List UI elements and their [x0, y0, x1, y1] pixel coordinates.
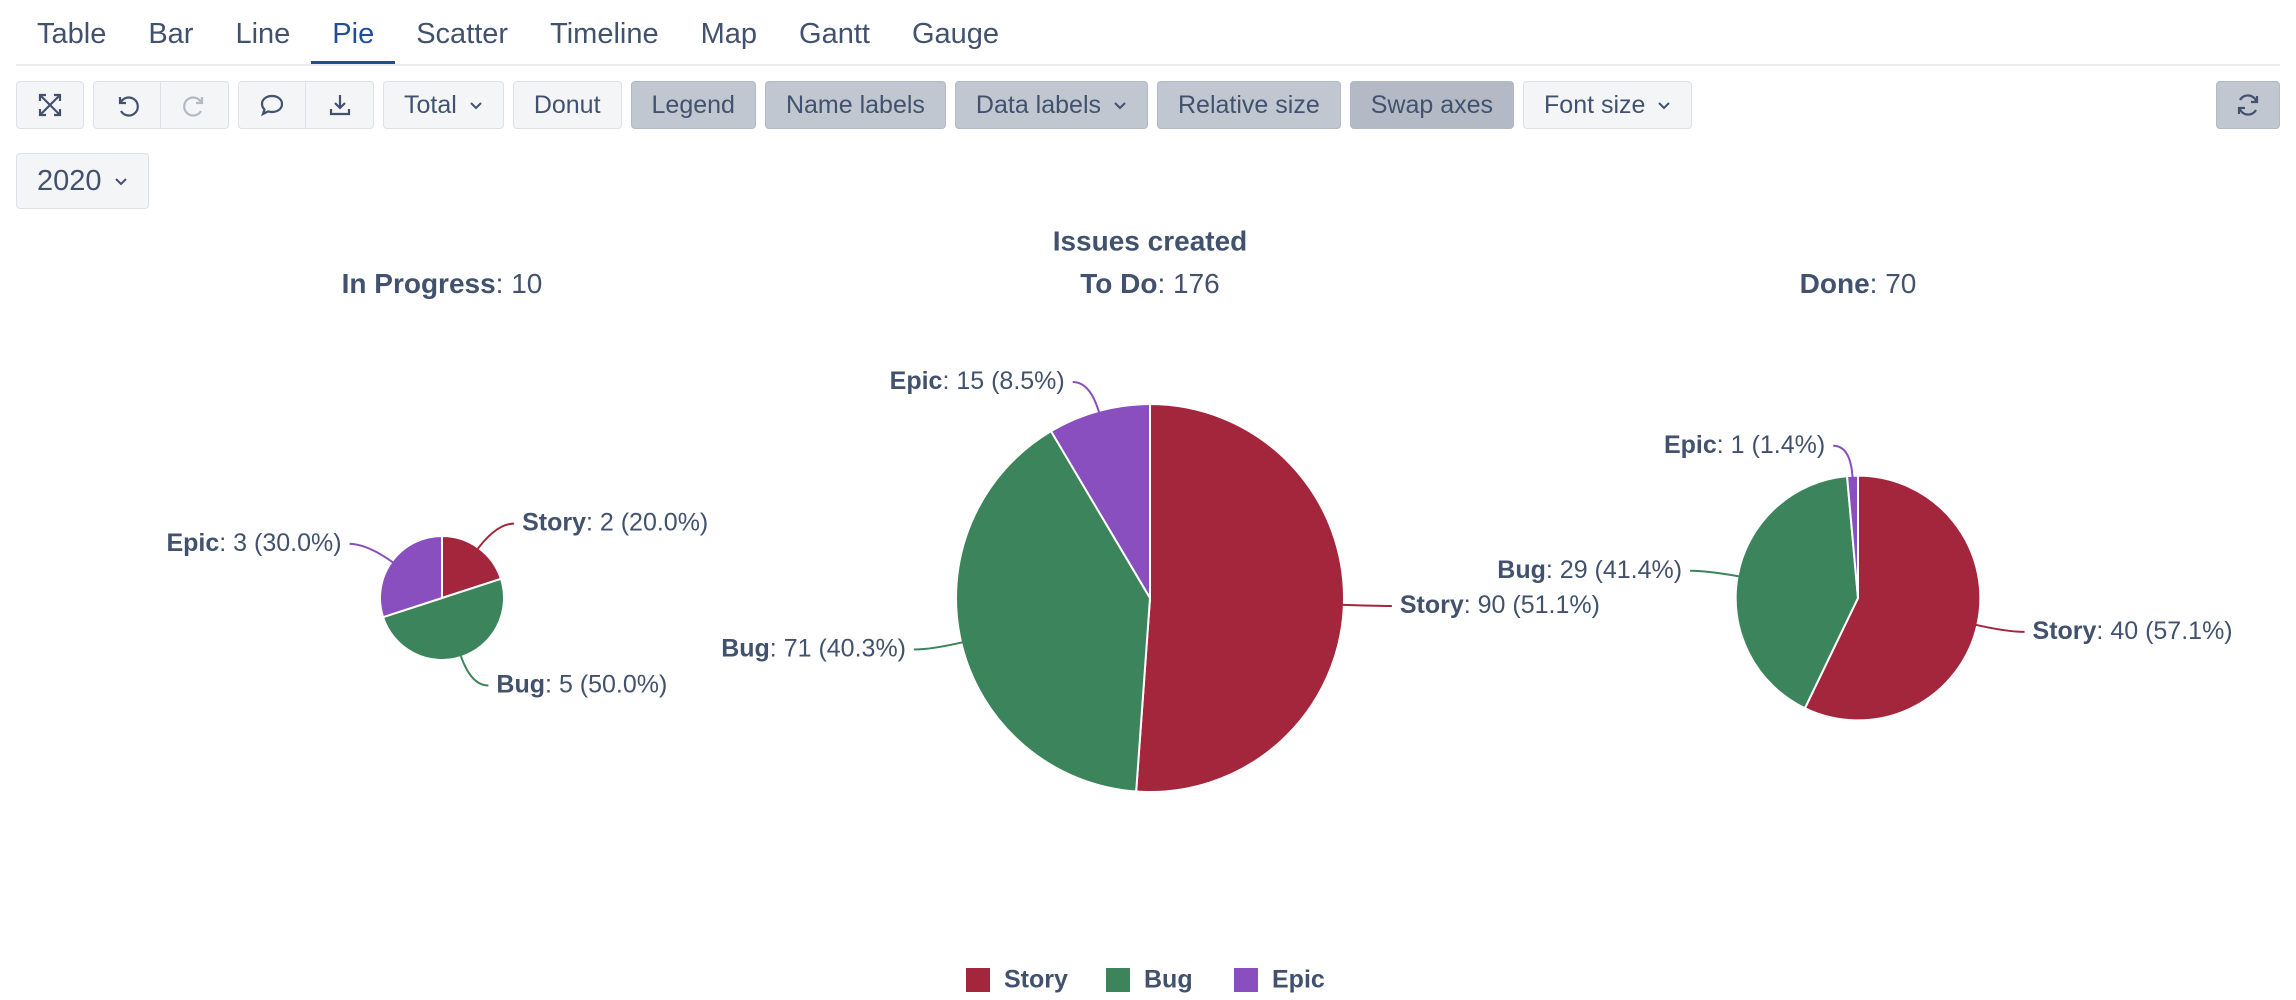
- pie-total: 10: [511, 268, 542, 299]
- share-group: [238, 81, 374, 129]
- tab-bar: Table Bar Line Pie Scatter Timeline Map …: [16, 0, 2280, 66]
- separator: :: [1157, 268, 1173, 299]
- legend-button[interactable]: Legend: [630, 81, 756, 129]
- data-label: Epic: 15 (8.5%): [890, 367, 1065, 395]
- tab[interactable]: Scatter: [416, 18, 509, 50]
- pie-title: In Progress: 10: [342, 268, 543, 299]
- separator: :: [219, 529, 233, 557]
- separator: :: [1546, 555, 1560, 583]
- pie-slice: [1135, 402, 1345, 793]
- legend-label: Bug: [1144, 966, 1193, 994]
- data-label: Bug: 71 (40.3%): [721, 634, 906, 662]
- legend-label: Story: [1004, 966, 1068, 994]
- button-label: Data labels: [975, 90, 1101, 119]
- pie-total: 70: [1885, 268, 1916, 299]
- name-labels-button[interactable]: Name labels: [764, 81, 946, 129]
- tab[interactable]: Bar: [148, 18, 194, 50]
- tab[interactable]: Gauge: [911, 18, 1000, 50]
- separator: :: [1870, 268, 1886, 299]
- total-dropdown[interactable]: Total: [383, 81, 504, 129]
- leader-line: [349, 542, 396, 565]
- button-label: 2020: [37, 164, 102, 197]
- swap-axes-button[interactable]: Swap axes: [1349, 81, 1515, 129]
- history-group: [93, 81, 229, 129]
- undo-button[interactable]: [93, 81, 161, 129]
- label-category: Story: [1400, 591, 1464, 619]
- separator: :: [586, 508, 600, 536]
- data-label: Story: 90 (51.1%): [1400, 591, 1600, 619]
- toolbar: Total Donut Legend Name labels Data labe…: [16, 81, 1693, 129]
- data-label: Story: 2 (20.0%): [522, 508, 708, 536]
- separator: :: [2096, 617, 2110, 645]
- label-category: Bug: [496, 670, 545, 698]
- label-category: Bug: [1497, 555, 1546, 583]
- pie-name: To Do: [1080, 268, 1157, 299]
- chart-title: Issues created: [1053, 225, 1248, 256]
- export-button[interactable]: [306, 81, 374, 129]
- label-value: 2 (20.0%): [600, 508, 708, 536]
- label-value: 5 (50.0%): [559, 670, 667, 698]
- button-label: Total: [404, 90, 457, 119]
- font-size-dropdown[interactable]: Font size: [1523, 81, 1693, 129]
- leader-line: [458, 652, 489, 687]
- tab[interactable]: Gantt: [799, 18, 870, 50]
- leader-line: [1973, 623, 2025, 633]
- relative-size-button[interactable]: Relative size: [1157, 81, 1341, 129]
- pie-title: Done: 70: [1800, 268, 1917, 299]
- refresh-button[interactable]: [2216, 81, 2280, 129]
- label-category: Story: [522, 508, 586, 536]
- label-category: Epic: [890, 367, 943, 395]
- data-labels-dropdown[interactable]: Data labels: [954, 81, 1148, 129]
- leader-line: [1833, 444, 1854, 480]
- leader-line: [1072, 380, 1101, 416]
- comment-button[interactable]: [238, 81, 306, 129]
- separator: :: [496, 268, 512, 299]
- redo-button[interactable]: [161, 81, 229, 129]
- label-category: Epic: [166, 529, 219, 557]
- separator: :: [545, 670, 559, 698]
- tab[interactable]: Table: [37, 18, 107, 50]
- tab[interactable]: Line: [235, 18, 291, 50]
- legend-swatch: [966, 968, 990, 992]
- separator: :: [1717, 430, 1731, 458]
- label-value: 3 (30.0%): [233, 529, 341, 557]
- label-value: 90 (51.1%): [1478, 591, 1600, 619]
- data-label: Epic: 3 (30.0%): [166, 529, 341, 557]
- pie-name: Done: [1800, 268, 1870, 299]
- data-label: Story: 40 (57.1%): [2033, 617, 2233, 645]
- pie-name: In Progress: [342, 268, 496, 299]
- tab[interactable]: Map: [700, 18, 758, 50]
- year-dropdown[interactable]: 2020: [16, 153, 149, 209]
- data-label: Bug: 5 (50.0%): [496, 670, 667, 698]
- legend-swatch: [1234, 968, 1258, 992]
- leader-line: [1690, 569, 1742, 578]
- label-category: Story: [2033, 617, 2097, 645]
- button-label: Font size: [1544, 90, 1646, 119]
- legend-label: Epic: [1272, 966, 1325, 994]
- leader-line: [475, 522, 515, 552]
- tab[interactable]: Timeline: [550, 18, 659, 50]
- label-value: 29 (41.4%): [1560, 555, 1682, 583]
- data-label: Bug: 29 (41.4%): [1497, 555, 1682, 583]
- separator: :: [770, 634, 784, 662]
- separator: :: [1464, 591, 1478, 619]
- fullscreen-button[interactable]: [16, 81, 84, 129]
- label-value: 1 (1.4%): [1731, 430, 1825, 458]
- label-value: 15 (8.5%): [956, 367, 1064, 395]
- label-category: Epic: [1664, 430, 1717, 458]
- pie-total: 176: [1173, 268, 1220, 299]
- legend-swatch: [1106, 968, 1130, 992]
- label-category: Bug: [721, 634, 770, 662]
- tab[interactable]: Pie: [311, 0, 396, 64]
- pie-title: To Do: 176: [1080, 268, 1220, 299]
- separator: :: [942, 367, 956, 395]
- leader-line: [1339, 603, 1392, 607]
- data-label: Epic: 1 (1.4%): [1664, 430, 1825, 458]
- label-value: 71 (40.3%): [784, 634, 906, 662]
- label-value: 40 (57.1%): [2110, 617, 2232, 645]
- leader-line: [914, 640, 966, 651]
- donut-button[interactable]: Donut: [512, 81, 622, 129]
